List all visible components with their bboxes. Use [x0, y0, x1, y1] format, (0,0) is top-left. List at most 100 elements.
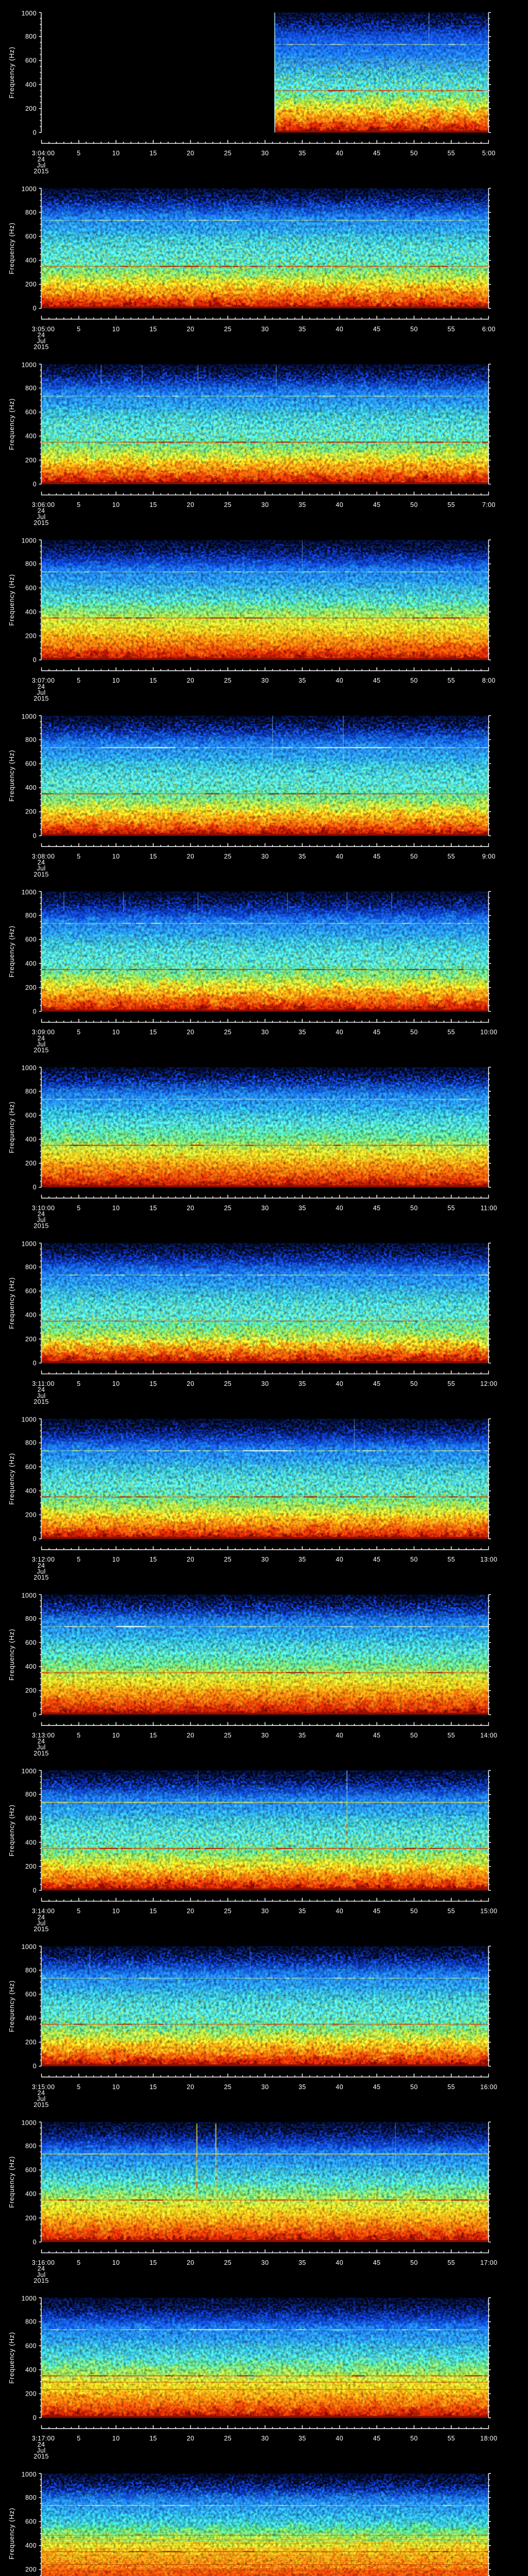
- svg-text:1000: 1000: [22, 1240, 37, 1247]
- svg-text:40: 40: [336, 2259, 343, 2266]
- svg-text:5: 5: [77, 150, 80, 157]
- svg-text:10: 10: [112, 1732, 120, 1739]
- svg-text:3:17:00: 3:17:00: [32, 2435, 55, 2442]
- svg-text:600: 600: [25, 584, 37, 591]
- svg-text:5: 5: [77, 853, 80, 860]
- svg-text:Frequency (Hz): Frequency (Hz): [8, 223, 15, 275]
- svg-text:600: 600: [25, 409, 37, 416]
- svg-text:10: 10: [112, 2435, 120, 2442]
- svg-text:0: 0: [33, 481, 37, 488]
- svg-text:3:11:00: 3:11:00: [32, 1380, 55, 1387]
- svg-text:30: 30: [261, 1029, 269, 1036]
- svg-text:14:00: 14:00: [480, 1732, 497, 1739]
- svg-text:1000: 1000: [22, 889, 37, 896]
- svg-text:Frequency (Hz): Frequency (Hz): [8, 2156, 15, 2208]
- svg-text:1000: 1000: [22, 10, 37, 17]
- svg-text:1000: 1000: [22, 1416, 37, 1423]
- svg-text:3:05:00: 3:05:00: [32, 326, 55, 333]
- svg-text:40: 40: [336, 677, 343, 684]
- svg-text:40: 40: [336, 150, 343, 157]
- svg-text:20: 20: [187, 2259, 194, 2266]
- svg-text:0: 0: [33, 1008, 37, 1015]
- svg-text:0: 0: [33, 1184, 37, 1191]
- svg-text:35: 35: [299, 1908, 306, 1915]
- svg-text:800: 800: [25, 1967, 37, 1974]
- svg-text:50: 50: [410, 1380, 418, 1387]
- svg-text:35: 35: [299, 150, 306, 157]
- svg-text:400: 400: [25, 960, 37, 967]
- svg-text:24: 24: [38, 2265, 45, 2273]
- svg-text:600: 600: [25, 1112, 37, 1119]
- svg-text:1000: 1000: [22, 1943, 37, 1951]
- svg-text:24: 24: [38, 507, 45, 515]
- svg-text:800: 800: [25, 1088, 37, 1095]
- svg-text:15: 15: [150, 1380, 157, 1387]
- svg-text:Jul: Jul: [37, 1568, 45, 1575]
- svg-text:Frequency (Hz): Frequency (Hz): [8, 574, 15, 626]
- svg-text:12:00: 12:00: [480, 1380, 497, 1387]
- svg-text:2015: 2015: [34, 1047, 48, 1054]
- svg-text:0: 0: [33, 2239, 37, 2246]
- svg-text:3:13:00: 3:13:00: [32, 1732, 55, 1739]
- svg-text:2015: 2015: [34, 519, 48, 527]
- svg-text:20: 20: [187, 677, 194, 684]
- svg-text:40: 40: [336, 1732, 343, 1739]
- svg-text:55: 55: [448, 1205, 455, 1212]
- svg-text:5: 5: [77, 1556, 80, 1563]
- svg-text:1000: 1000: [22, 537, 37, 545]
- svg-text:20: 20: [187, 501, 194, 509]
- svg-text:35: 35: [299, 1380, 306, 1387]
- svg-text:600: 600: [25, 1463, 37, 1470]
- svg-text:5: 5: [77, 677, 80, 684]
- svg-text:10: 10: [112, 853, 120, 860]
- svg-text:15:00: 15:00: [480, 1908, 497, 1915]
- svg-text:25: 25: [224, 1732, 232, 1739]
- svg-text:45: 45: [373, 501, 381, 509]
- svg-text:10: 10: [112, 1205, 120, 1212]
- svg-text:20: 20: [187, 1380, 194, 1387]
- svg-text:600: 600: [25, 1815, 37, 1822]
- svg-text:15: 15: [150, 677, 157, 684]
- svg-text:200: 200: [25, 1863, 37, 1870]
- svg-text:13:00: 13:00: [480, 1556, 497, 1563]
- svg-text:45: 45: [373, 326, 381, 333]
- svg-text:30: 30: [261, 1556, 269, 1563]
- svg-text:55: 55: [448, 1908, 455, 1915]
- svg-text:15: 15: [150, 1205, 157, 1212]
- svg-text:8:00: 8:00: [482, 677, 496, 684]
- svg-text:25: 25: [224, 501, 232, 509]
- svg-text:55: 55: [448, 2083, 455, 2091]
- svg-text:0: 0: [33, 305, 37, 312]
- svg-text:5:00: 5:00: [482, 150, 496, 157]
- svg-text:3:07:00: 3:07:00: [32, 677, 55, 684]
- svg-text:45: 45: [373, 2259, 381, 2266]
- svg-text:800: 800: [25, 1439, 37, 1447]
- svg-text:45: 45: [373, 1732, 381, 1739]
- svg-text:Jul: Jul: [37, 337, 45, 345]
- svg-text:400: 400: [25, 784, 37, 791]
- svg-text:2015: 2015: [34, 2102, 48, 2109]
- svg-text:15: 15: [150, 1556, 157, 1563]
- svg-text:200: 200: [25, 456, 37, 464]
- svg-text:18:00: 18:00: [480, 2435, 497, 2442]
- svg-text:55: 55: [448, 1029, 455, 1036]
- svg-text:0: 0: [33, 2063, 37, 2070]
- svg-text:50: 50: [410, 2083, 418, 2091]
- svg-text:10: 10: [112, 150, 120, 157]
- svg-text:Jul: Jul: [37, 1041, 45, 1048]
- svg-text:24: 24: [38, 156, 45, 163]
- svg-text:200: 200: [25, 2214, 37, 2222]
- svg-text:10: 10: [112, 1029, 120, 1036]
- svg-text:Frequency (Hz): Frequency (Hz): [8, 1453, 15, 1505]
- svg-text:3:06:00: 3:06:00: [32, 501, 55, 509]
- svg-text:24: 24: [38, 1562, 45, 1569]
- svg-text:1000: 1000: [22, 1064, 37, 1072]
- svg-text:20: 20: [187, 1029, 194, 1036]
- svg-text:45: 45: [373, 1029, 381, 1036]
- svg-text:Frequency (Hz): Frequency (Hz): [8, 1804, 15, 1856]
- svg-text:45: 45: [373, 1908, 381, 1915]
- svg-text:800: 800: [25, 1615, 37, 1622]
- svg-text:1000: 1000: [22, 1768, 37, 1775]
- svg-text:15: 15: [150, 2435, 157, 2442]
- svg-text:15: 15: [150, 1732, 157, 1739]
